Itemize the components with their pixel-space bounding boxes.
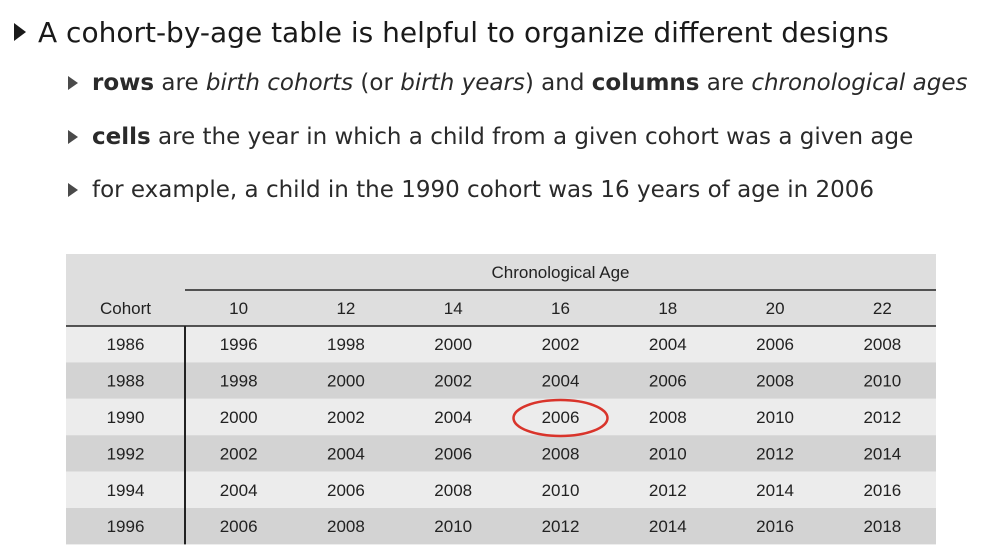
sub-bullet-text: for example, a child in the 1990 cohort … — [92, 177, 875, 203]
year-cell: 2012 — [756, 444, 794, 463]
table-row — [66, 362, 936, 399]
year-cell: 2014 — [756, 481, 794, 500]
age-header-label: 16 — [551, 299, 570, 318]
year-cell: 2006 — [220, 517, 258, 536]
table-row — [66, 435, 936, 472]
year-cell: 2010 — [649, 444, 687, 463]
year-cell: 2012 — [649, 481, 687, 500]
year-cell: 2014 — [649, 517, 687, 536]
year-cell: 1998 — [327, 335, 365, 354]
age-header-label: 22 — [873, 299, 892, 318]
year-cell: 2012 — [542, 517, 580, 536]
cohort-cell: 1996 — [107, 517, 145, 536]
bullet-triangle-icon — [14, 23, 26, 41]
year-cell: 2008 — [327, 517, 365, 536]
year-cell: 2018 — [863, 517, 901, 536]
age-header-label: 14 — [444, 299, 463, 318]
cohort-cell: 1990 — [107, 408, 145, 427]
year-cell: 2004 — [434, 408, 472, 427]
year-cell: 2002 — [220, 444, 258, 463]
year-cell: 2002 — [542, 335, 580, 354]
year-cell: 2004 — [649, 335, 687, 354]
year-cell: 1998 — [220, 372, 258, 391]
year-cell: 2010 — [756, 408, 794, 427]
highlight-circle — [512, 398, 609, 438]
year-cell: 2000 — [327, 372, 365, 391]
year-cell: 2010 — [863, 372, 901, 391]
sub-bullet-triangle-icon — [68, 183, 78, 197]
year-cell: 2014 — [863, 444, 901, 463]
year-cell: 2008 — [863, 335, 901, 354]
sub-bullet-text: cells are the year in which a child from… — [92, 124, 914, 150]
year-cell: 2008 — [756, 372, 794, 391]
year-cell: 2004 — [327, 444, 365, 463]
table-row — [66, 471, 936, 508]
year-cell: 2006 — [649, 372, 687, 391]
year-cell: 2006 — [542, 408, 580, 427]
year-cell: 2002 — [327, 408, 365, 427]
year-cell: 2000 — [434, 335, 472, 354]
cohort-header-label: Cohort — [100, 299, 151, 318]
cohort-cell: 1994 — [107, 481, 145, 500]
sub-bullet-text: rows are birth cohorts (or birth years) … — [92, 70, 968, 96]
year-cell: 2004 — [220, 481, 258, 500]
main-bullet-text: A cohort-by-age table is helpful to orga… — [38, 15, 889, 49]
age-header-label: 18 — [658, 299, 677, 318]
year-cell: 2016 — [756, 517, 794, 536]
year-cell: 1996 — [220, 335, 258, 354]
year-cell: 2008 — [434, 481, 472, 500]
age-header-label: 10 — [229, 299, 248, 318]
sub-bullet-cells: cells are the year in which a child from… — [68, 120, 913, 154]
main-bullet: A cohort-by-age table is helpful to orga… — [14, 10, 889, 54]
age-header-label: 20 — [766, 299, 785, 318]
year-cell: 2000 — [220, 408, 258, 427]
year-cell: 2010 — [434, 517, 472, 536]
table-row — [66, 326, 936, 363]
year-cell: 2010 — [542, 481, 580, 500]
year-cell: 2004 — [542, 372, 580, 391]
table-row — [66, 398, 936, 436]
cohort-cell: 1992 — [107, 444, 145, 463]
year-cell: 2006 — [327, 481, 365, 500]
age-header-label: 12 — [336, 299, 355, 318]
year-cell: 2012 — [863, 408, 901, 427]
sub-bullet-example: for example, a child in the 1990 cohort … — [68, 173, 874, 207]
group-header-label: Chronological Age — [492, 263, 630, 282]
cohort-cell: 1986 — [107, 335, 145, 354]
sub-bullet-triangle-icon — [68, 130, 78, 144]
year-cell: 2006 — [434, 444, 472, 463]
sub-bullet-rows-columns: rows are birth cohorts (or birth years) … — [68, 66, 967, 100]
year-cell: 2008 — [542, 444, 580, 463]
year-cell: 2008 — [649, 408, 687, 427]
year-cell: 2016 — [863, 481, 901, 500]
cohort-cell: 1988 — [107, 372, 145, 391]
sub-bullet-triangle-icon — [68, 76, 78, 90]
year-cell: 2006 — [756, 335, 794, 354]
table-row — [66, 508, 936, 545]
year-cell: 2002 — [434, 372, 472, 391]
